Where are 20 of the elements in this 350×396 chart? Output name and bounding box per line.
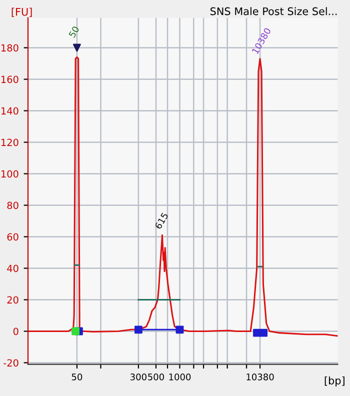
y-tick-label: 60 xyxy=(7,233,18,241)
y-tick-label: 180 xyxy=(1,44,18,52)
y-tick-label: 120 xyxy=(1,138,18,146)
x-tick-label: 500 xyxy=(148,374,164,380)
y-tick-label: 80 xyxy=(7,202,18,210)
x-tick-label: 50 xyxy=(72,374,82,380)
chart-title: SNS Male Post Size Sel... xyxy=(210,7,337,16)
y-tick-label: -20 xyxy=(4,359,18,367)
x-axis-title: [bp] xyxy=(324,376,344,387)
x-tick-label: 300 xyxy=(130,374,146,380)
annotation: 50 xyxy=(68,26,80,38)
y-tick-label: 20 xyxy=(7,296,18,304)
y-axis-title: [FU] xyxy=(12,8,32,18)
x-tick-label: 10380 xyxy=(246,374,274,380)
y-tick-label: 100 xyxy=(1,170,18,178)
y-tick-label: 40 xyxy=(7,264,18,272)
x-tick-label: 1000 xyxy=(169,374,191,380)
y-tick-label: 140 xyxy=(1,107,18,115)
y-tick-label: 160 xyxy=(1,76,18,84)
y-tick-label: 0 xyxy=(13,328,18,336)
